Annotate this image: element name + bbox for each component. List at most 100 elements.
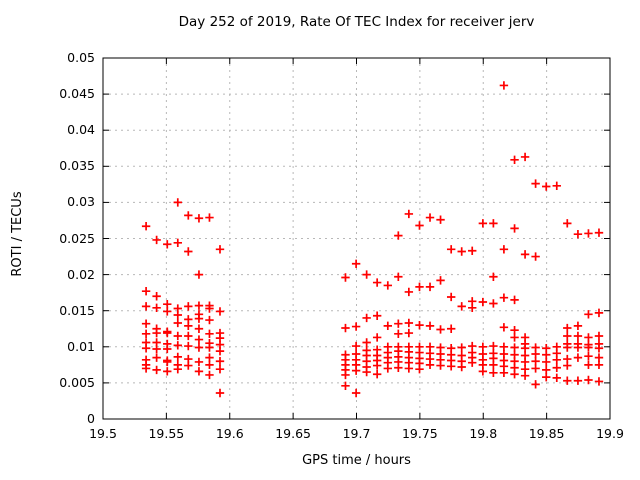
data-point bbox=[573, 331, 583, 341]
data-point bbox=[372, 370, 382, 379]
data-point bbox=[173, 310, 182, 320]
data-point bbox=[499, 323, 509, 332]
data-point bbox=[531, 179, 540, 188]
data-point bbox=[184, 331, 193, 341]
y-tick-label: 0.015 bbox=[59, 302, 95, 318]
data-point bbox=[205, 304, 214, 313]
data-point bbox=[478, 297, 488, 307]
data-point bbox=[173, 331, 182, 341]
data-point bbox=[425, 360, 435, 370]
data-point bbox=[594, 228, 604, 237]
data-point bbox=[542, 182, 551, 191]
data-point bbox=[372, 278, 382, 287]
data-point bbox=[594, 353, 604, 362]
data-point bbox=[436, 276, 445, 285]
data-point bbox=[499, 342, 509, 351]
data-point bbox=[215, 357, 225, 366]
data-point bbox=[552, 355, 561, 364]
data-point bbox=[205, 315, 214, 325]
data-point bbox=[542, 365, 551, 375]
data-point bbox=[573, 353, 583, 362]
data-point bbox=[584, 360, 593, 370]
data-point bbox=[425, 321, 435, 331]
data-point bbox=[152, 292, 161, 301]
data-point bbox=[184, 341, 193, 351]
data-point bbox=[394, 319, 403, 328]
data-point bbox=[563, 361, 572, 370]
data-point bbox=[594, 360, 604, 370]
data-point bbox=[478, 367, 488, 376]
data-point bbox=[394, 329, 403, 339]
data-point bbox=[520, 371, 530, 380]
data-point bbox=[457, 362, 466, 372]
x-tick-label: 19.7 bbox=[342, 426, 371, 441]
data-point bbox=[194, 324, 204, 333]
data-point bbox=[404, 364, 414, 373]
data-point bbox=[499, 81, 509, 90]
data-point bbox=[436, 361, 445, 370]
x-tick-label: 19.55 bbox=[148, 426, 185, 441]
data-point bbox=[531, 357, 540, 366]
data-point bbox=[163, 307, 172, 316]
data-point bbox=[510, 295, 519, 305]
data-point bbox=[415, 221, 424, 230]
data-point bbox=[141, 302, 151, 311]
data-point bbox=[194, 343, 204, 352]
data-point bbox=[341, 323, 350, 333]
data-point bbox=[489, 368, 498, 377]
data-point bbox=[184, 361, 193, 370]
data-point bbox=[415, 282, 424, 292]
data-point bbox=[531, 380, 540, 389]
data-point bbox=[552, 363, 561, 372]
data-point bbox=[173, 238, 182, 248]
data-point bbox=[351, 322, 361, 331]
data-point bbox=[425, 282, 435, 292]
data-point bbox=[510, 370, 519, 379]
data-point bbox=[510, 155, 519, 165]
x-tick-label: 19.9 bbox=[596, 426, 624, 441]
data-point bbox=[152, 353, 161, 362]
data-point bbox=[446, 324, 456, 333]
data-point bbox=[394, 363, 403, 372]
data-point bbox=[341, 370, 350, 380]
data-point bbox=[415, 364, 424, 374]
data-point bbox=[542, 357, 551, 367]
x-tick-label: 19.75 bbox=[401, 426, 438, 441]
data-point bbox=[510, 333, 519, 342]
data-point bbox=[468, 358, 477, 367]
data-point bbox=[520, 152, 530, 162]
data-point bbox=[194, 301, 204, 310]
data-point bbox=[404, 328, 414, 338]
data-point bbox=[163, 240, 172, 249]
data-point bbox=[573, 343, 583, 352]
data-point bbox=[173, 352, 182, 362]
data-point bbox=[542, 372, 551, 382]
y-tick-label: 0.05 bbox=[67, 50, 95, 65]
data-point bbox=[499, 368, 509, 377]
y-tick-label: 0.04 bbox=[67, 122, 95, 138]
data-point bbox=[446, 245, 456, 254]
data-point bbox=[510, 224, 519, 233]
data-point bbox=[194, 367, 204, 376]
data-point bbox=[563, 343, 572, 352]
data-point bbox=[205, 343, 214, 352]
data-point bbox=[194, 214, 204, 223]
data-point bbox=[573, 376, 583, 385]
data-point bbox=[173, 198, 182, 207]
data-point bbox=[141, 287, 151, 296]
data-point bbox=[457, 343, 466, 352]
data-point bbox=[542, 350, 551, 359]
data-point bbox=[531, 364, 540, 373]
data-point bbox=[351, 341, 361, 351]
data-point bbox=[383, 321, 393, 331]
data-point bbox=[499, 245, 509, 254]
data-point bbox=[163, 328, 172, 338]
y-tick-label: 0.005 bbox=[59, 374, 95, 390]
data-point bbox=[563, 331, 572, 341]
data-point bbox=[341, 273, 350, 282]
data-point bbox=[531, 349, 540, 359]
data-point bbox=[468, 303, 477, 313]
data-point bbox=[594, 344, 604, 353]
